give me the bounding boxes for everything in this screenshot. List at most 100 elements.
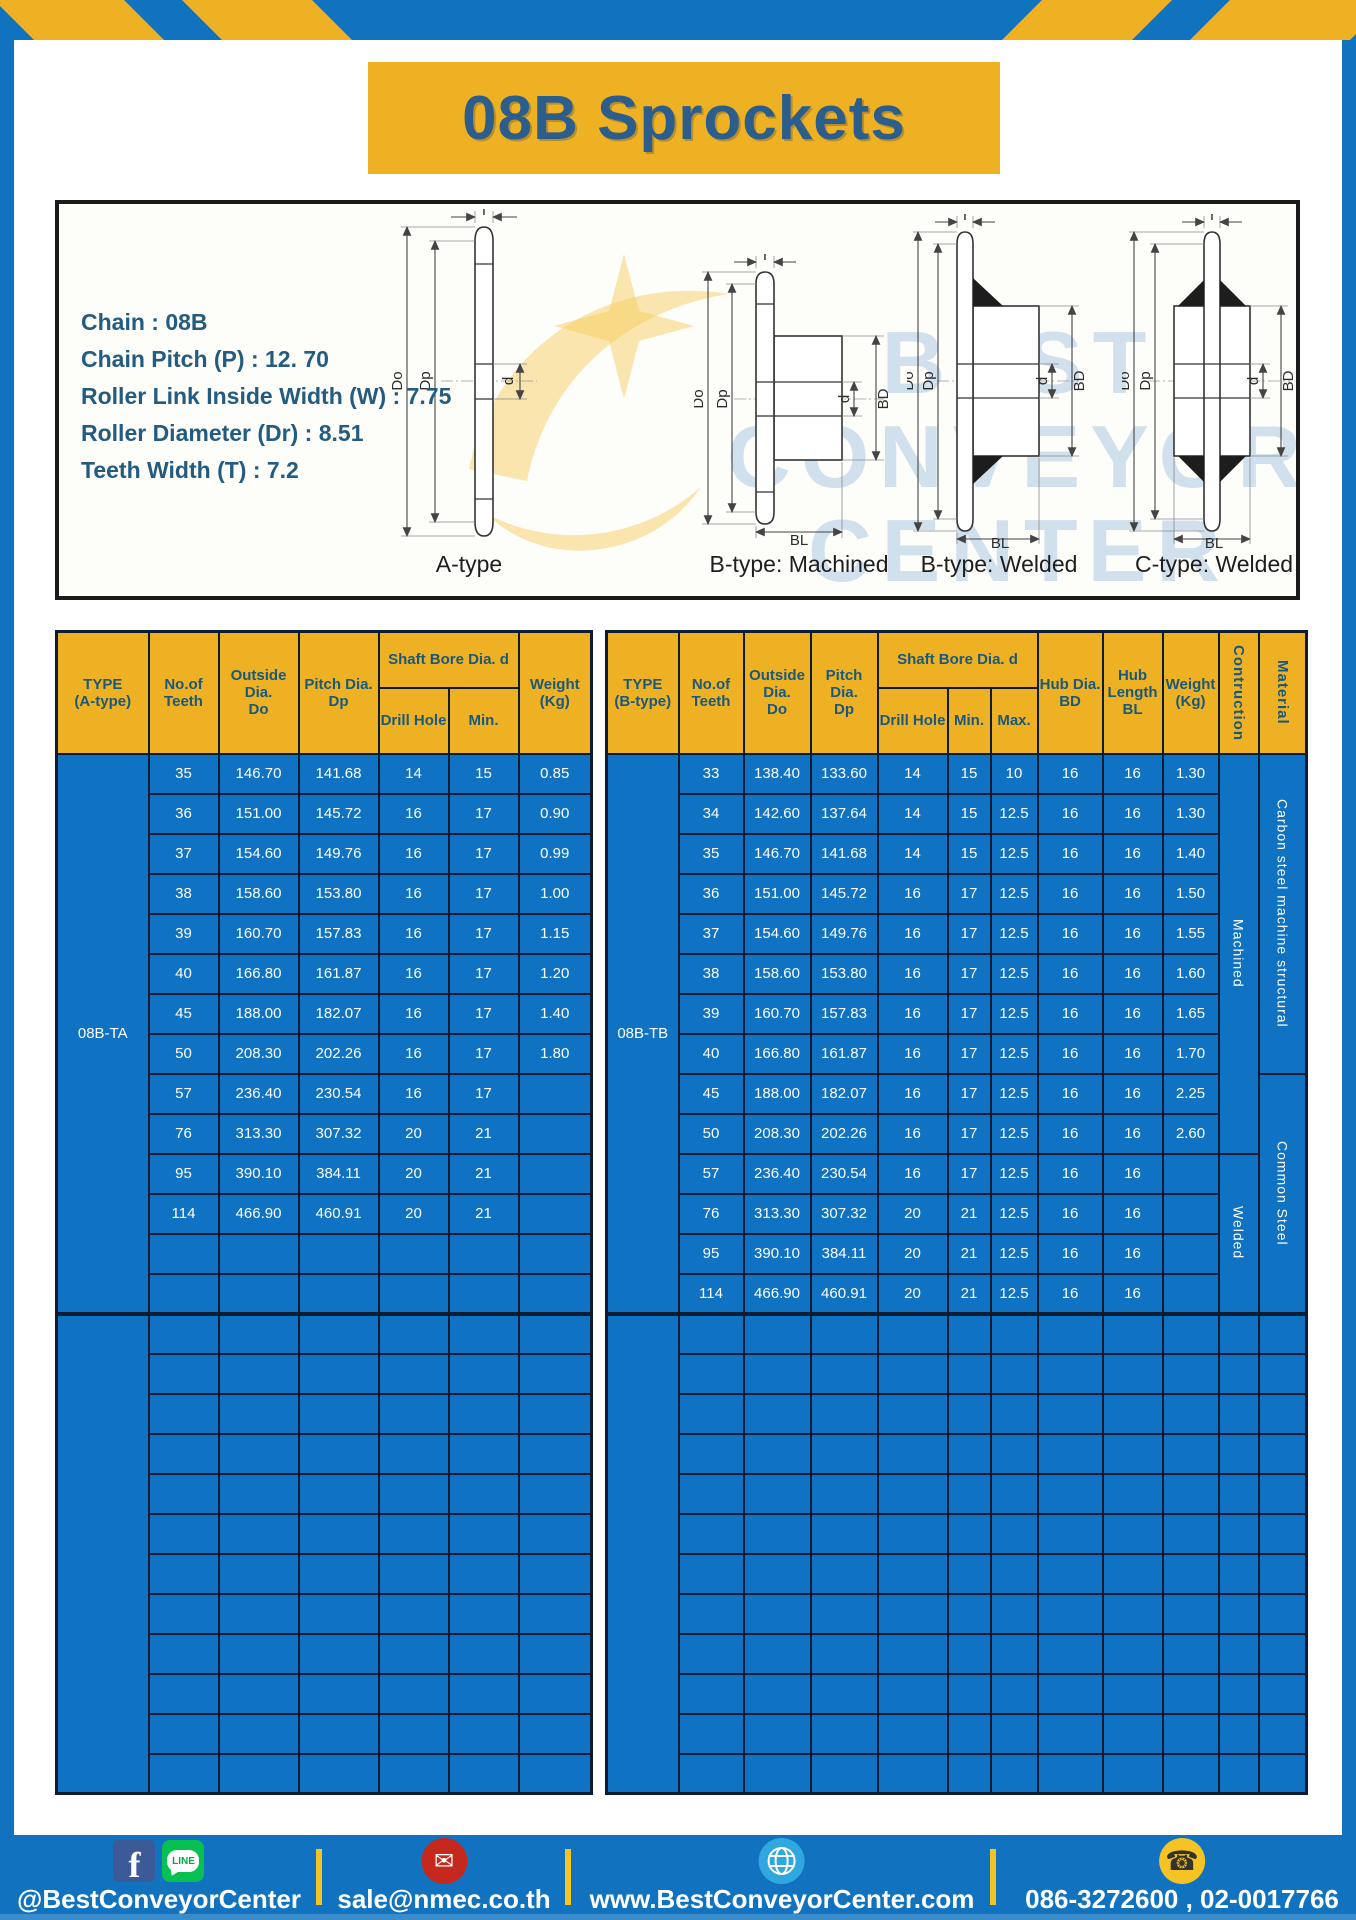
weight-cell xyxy=(517,1392,593,1435)
hub-dia-cell: 16 xyxy=(1036,872,1104,915)
teeth-cell: 38 xyxy=(677,952,745,995)
pitch-dia-cell: 161.87 xyxy=(809,1032,879,1075)
construction-cell xyxy=(1217,1392,1260,1435)
construction-cell xyxy=(1217,1752,1260,1795)
hub-dia-cell: 16 xyxy=(1036,1152,1104,1195)
max-cell xyxy=(989,1592,1039,1635)
outside-dia-cell xyxy=(742,1592,812,1635)
pitch-dia-cell xyxy=(297,1512,380,1555)
table-row xyxy=(57,1512,593,1555)
outside-dia-cell xyxy=(217,1672,300,1715)
max-cell: 12.5 xyxy=(989,912,1039,955)
material-cell xyxy=(1257,1472,1308,1515)
min-cell xyxy=(447,1311,520,1355)
drill-hole-cell xyxy=(876,1632,949,1675)
facebook-icon: f xyxy=(113,1840,156,1883)
teeth-cell: 50 xyxy=(147,1032,220,1075)
drill-hole-cell xyxy=(876,1592,949,1635)
weight-cell: 1.30 xyxy=(1161,792,1220,835)
material-cell xyxy=(1257,1712,1308,1755)
header-min: Min. xyxy=(946,686,992,755)
footer-edge xyxy=(0,1914,1356,1920)
weight-cell xyxy=(1161,1672,1220,1715)
hub-length-cell xyxy=(1101,1712,1164,1755)
min-cell: 17 xyxy=(946,952,992,995)
min-cell: 17 xyxy=(447,792,520,835)
teeth-cell xyxy=(677,1632,745,1675)
weight-cell xyxy=(517,1592,593,1635)
hub-dia-cell xyxy=(1036,1352,1104,1395)
teeth-cell: 38 xyxy=(147,872,220,915)
title-banner: 08B Sprockets xyxy=(368,62,1000,174)
min-cell: 15 xyxy=(946,832,992,875)
max-cell xyxy=(989,1552,1039,1595)
hub-dia-cell: 16 xyxy=(1036,832,1104,875)
outside-dia-cell xyxy=(217,1311,300,1355)
outside-dia-cell: 154.60 xyxy=(217,832,300,875)
footer-email-text: sale@nmec.co.th xyxy=(337,1884,551,1914)
table-row xyxy=(607,1512,1308,1555)
drill-hole-cell: 16 xyxy=(876,1072,949,1115)
drill-hole-cell: 16 xyxy=(377,1072,450,1115)
drill-hole-cell xyxy=(377,1712,450,1755)
construction-cell xyxy=(1217,1552,1260,1595)
outside-dia-cell: 188.00 xyxy=(217,992,300,1035)
drill-hole-cell: 14 xyxy=(876,792,949,835)
min-cell: 17 xyxy=(447,1032,520,1075)
outside-dia-cell: 154.60 xyxy=(742,912,812,955)
header-pitch-dia: Pitch Dia. Dp xyxy=(297,630,380,755)
hub-length-cell xyxy=(1101,1632,1164,1675)
max-cell: 10 xyxy=(989,752,1039,795)
hub-length-cell: 16 xyxy=(1101,1272,1164,1315)
hub-dia-cell: 16 xyxy=(1036,992,1104,1035)
weight-cell xyxy=(1161,1352,1220,1395)
outside-dia-cell: 160.70 xyxy=(742,992,812,1035)
weight-cell xyxy=(517,1712,593,1755)
email-icon: ✉ xyxy=(421,1838,467,1884)
teeth-cell: 35 xyxy=(677,832,745,875)
table-row: 95 390.10 384.11 20 21 xyxy=(57,1152,593,1195)
table-row xyxy=(57,1232,593,1275)
construction-cell xyxy=(1217,1512,1260,1555)
min-cell: 17 xyxy=(447,872,520,915)
min-cell xyxy=(447,1472,520,1515)
drill-hole-cell: 16 xyxy=(876,992,949,1035)
pitch-dia-cell: 133.60 xyxy=(809,752,879,795)
min-cell xyxy=(447,1512,520,1555)
drill-hole-cell xyxy=(377,1392,450,1435)
hub-length-cell xyxy=(1101,1512,1164,1555)
dim-label-Dp: Dp xyxy=(417,371,434,390)
hub-length-cell xyxy=(1101,1552,1164,1595)
teeth-cell xyxy=(147,1432,220,1475)
teeth-cell: 95 xyxy=(147,1152,220,1195)
teeth-cell xyxy=(677,1752,745,1795)
header-outside-dia: Outside Dia. Do xyxy=(742,630,812,755)
weight-cell xyxy=(517,1472,593,1515)
weight-cell xyxy=(1161,1592,1220,1635)
weight-cell xyxy=(1161,1392,1220,1435)
weight-cell xyxy=(1161,1752,1220,1795)
hub-length-cell: 16 xyxy=(1101,832,1164,875)
outside-dia-cell xyxy=(217,1272,300,1315)
table-row: 37 154.60 149.76 16 17 12.5 16 16 1.55 xyxy=(607,912,1307,955)
outside-dia-cell: 188.00 xyxy=(742,1072,812,1115)
table-row xyxy=(607,1392,1308,1435)
pitch-dia-cell xyxy=(809,1672,879,1715)
spec-line-roller-width: Roller Link Inside Width (W) : 7.75 xyxy=(81,383,452,409)
drill-hole-cell: 20 xyxy=(876,1192,949,1235)
header-weight: Weight (Kg) xyxy=(1161,630,1220,755)
weight-cell: 1.20 xyxy=(517,952,593,995)
teeth-cell xyxy=(677,1712,745,1755)
teeth-cell xyxy=(147,1672,220,1715)
pitch-dia-cell xyxy=(297,1432,380,1475)
teeth-cell: 33 xyxy=(677,752,745,795)
drill-hole-cell: 14 xyxy=(876,752,949,795)
min-cell: 17 xyxy=(447,832,520,875)
table-row: 45 188.00 182.07 16 17 1.40 xyxy=(57,992,593,1035)
pitch-dia-cell xyxy=(809,1472,879,1515)
footer-divider xyxy=(316,1849,322,1905)
drill-hole-cell xyxy=(377,1672,450,1715)
weight-cell: 1.15 xyxy=(517,912,593,955)
dim-label-BL: BL xyxy=(790,532,808,546)
outside-dia-cell xyxy=(217,1392,300,1435)
